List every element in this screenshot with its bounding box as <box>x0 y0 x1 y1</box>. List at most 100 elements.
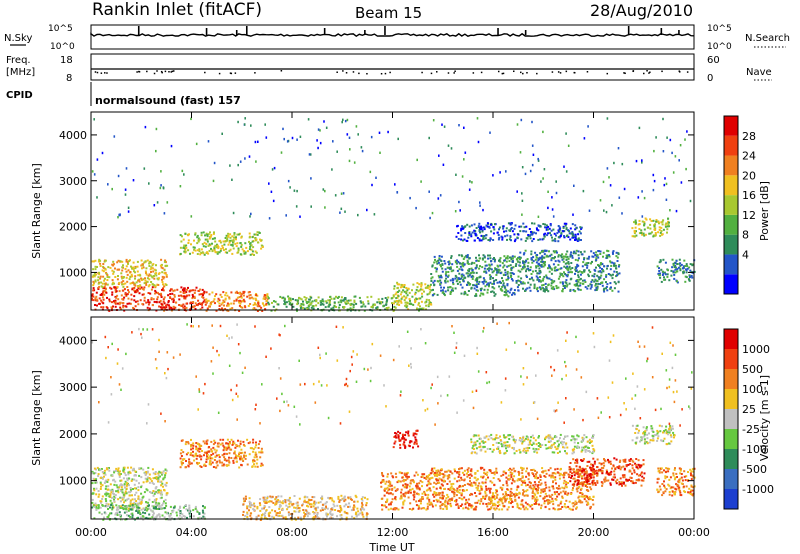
range-time-cell <box>606 283 609 286</box>
range-time-cell <box>648 232 651 235</box>
range-time-cell <box>281 508 284 511</box>
range-time-cell <box>526 265 529 268</box>
range-time-cell <box>135 291 138 294</box>
range-time-cell <box>461 286 464 289</box>
range-time-cell <box>595 259 598 261</box>
range-time-cell <box>160 258 163 261</box>
range-time-cell <box>672 171 675 174</box>
range-time-cell <box>288 303 291 306</box>
range-time-cell <box>545 254 548 257</box>
range-time-cell <box>348 159 351 163</box>
range-time-cell <box>338 510 341 513</box>
range-time-cell <box>183 458 186 461</box>
range-time-cell <box>432 288 434 291</box>
range-time-cell <box>213 298 216 301</box>
range-time-cell <box>529 269 532 271</box>
range-time-cell <box>198 248 201 251</box>
range-time-cell <box>494 508 497 511</box>
range-time-cell <box>457 472 460 475</box>
range-time-cell <box>141 264 144 267</box>
range-time-cell <box>404 434 407 437</box>
range-time-cell <box>134 498 136 501</box>
range-time-cell <box>578 278 581 281</box>
nave-dot <box>557 71 560 73</box>
range-time-cell <box>532 238 535 240</box>
range-time-cell <box>294 299 297 302</box>
range-time-cell <box>196 461 198 464</box>
range-time-cell <box>238 451 241 454</box>
range-time-cell <box>125 511 128 513</box>
range-time-cell <box>634 223 637 225</box>
range-time-cell <box>113 483 116 486</box>
range-time-cell <box>525 230 528 233</box>
range-time-cell <box>468 268 471 270</box>
nave-dot <box>384 72 387 75</box>
range-time-cell <box>659 276 662 279</box>
range-time-cell <box>633 231 636 233</box>
range-time-cell <box>173 294 176 296</box>
range-time-cell <box>520 282 523 285</box>
range-time-cell <box>152 483 155 485</box>
range-time-cell <box>397 137 399 141</box>
range-time-cell <box>463 263 466 266</box>
range-time-cell <box>447 289 450 292</box>
range-time-cell <box>325 506 327 509</box>
range-time-cell <box>260 451 263 454</box>
range-time-cell <box>450 289 453 292</box>
range-time-cell <box>117 508 120 511</box>
range-time-cell <box>409 502 412 505</box>
range-time-cell <box>93 487 95 490</box>
range-time-cell <box>296 501 299 504</box>
range-time-cell <box>131 478 134 481</box>
range-time-cell <box>412 507 415 510</box>
range-time-cell <box>545 224 548 227</box>
range-time-cell <box>573 184 575 187</box>
range-time-cell <box>216 300 219 303</box>
range-time-cell <box>252 448 255 451</box>
range-time-cell <box>521 503 524 506</box>
range-time-cell <box>525 484 527 487</box>
range-time-cell <box>685 167 687 171</box>
range-time-cell <box>542 130 544 134</box>
range-time-cell <box>410 303 413 306</box>
range-time-cell <box>597 270 600 273</box>
nave-dot <box>586 71 589 73</box>
range-time-cell <box>654 223 656 226</box>
range-time-cell <box>176 514 178 517</box>
range-time-cell <box>223 243 226 246</box>
range-time-cell <box>239 160 242 163</box>
range-time-cell <box>401 506 404 509</box>
range-time-cell <box>448 266 451 269</box>
range-time-cell <box>114 301 117 304</box>
range-time-cell <box>563 236 566 239</box>
range-time-cell <box>131 514 134 517</box>
range-time-cell <box>192 515 195 518</box>
range-time-cell <box>464 276 467 279</box>
range-time-cell <box>470 235 473 238</box>
range-time-cell <box>238 304 241 307</box>
range-time-cell <box>192 447 194 450</box>
range-time-cell <box>453 477 456 480</box>
range-time-cell <box>194 454 197 457</box>
range-time-cell <box>132 179 135 182</box>
range-time-cell <box>380 301 382 304</box>
range-time-cell <box>159 497 162 500</box>
nave-label: Nave <box>746 67 772 78</box>
range-time-cell <box>353 506 356 509</box>
range-time-cell <box>562 260 565 263</box>
range-time-cell <box>197 299 200 302</box>
range-time-cell <box>148 513 151 516</box>
range-time-cell <box>321 300 324 302</box>
range-time-cell <box>192 301 195 303</box>
range-time-cell <box>603 287 606 290</box>
range-time-cell <box>404 495 406 498</box>
range-time-cell <box>227 243 230 246</box>
range-time-cell <box>574 238 577 241</box>
range-time-cell <box>153 498 156 501</box>
range-time-cell <box>475 259 478 262</box>
range-time-cell <box>93 489 96 492</box>
range-time-cell <box>275 496 278 499</box>
range-time-cell <box>500 289 503 292</box>
range-time-cell <box>396 296 399 299</box>
range-time-cell <box>154 487 157 490</box>
